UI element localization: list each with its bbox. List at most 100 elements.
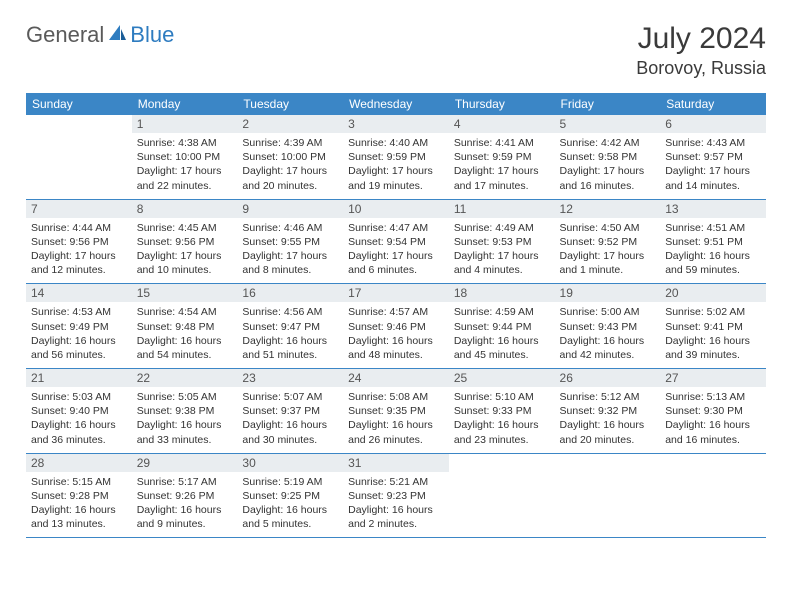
day-line: and 51 minutes.: [242, 348, 338, 362]
day-line: and 8 minutes.: [242, 263, 338, 277]
day-line: Sunrise: 4:44 AM: [31, 221, 127, 235]
day-line: Daylight: 17 hours: [560, 249, 656, 263]
day-body: Sunrise: 5:17 AMSunset: 9:26 PMDaylight:…: [132, 472, 238, 538]
calendar-cell: 24Sunrise: 5:08 AMSunset: 9:35 PMDayligh…: [343, 369, 449, 454]
logo-text-blue: Blue: [130, 22, 174, 48]
day-body: Sunrise: 4:47 AMSunset: 9:54 PMDaylight:…: [343, 218, 449, 284]
day-line: Sunrise: 4:38 AM: [137, 136, 233, 150]
day-number: 30: [237, 454, 343, 472]
calendar-cell: 19Sunrise: 5:00 AMSunset: 9:43 PMDayligh…: [555, 284, 661, 369]
day-line: Sunset: 9:23 PM: [348, 489, 444, 503]
calendar-cell: 22Sunrise: 5:05 AMSunset: 9:38 PMDayligh…: [132, 369, 238, 454]
day-body: Sunrise: 5:03 AMSunset: 9:40 PMDaylight:…: [26, 387, 132, 453]
calendar-cell: [660, 453, 766, 538]
day-line: and 20 minutes.: [560, 433, 656, 447]
day-line: Sunset: 9:46 PM: [348, 320, 444, 334]
day-line: Sunrise: 4:56 AM: [242, 305, 338, 319]
day-line: Daylight: 17 hours: [137, 164, 233, 178]
day-body: Sunrise: 5:19 AMSunset: 9:25 PMDaylight:…: [237, 472, 343, 538]
day-line: Sunrise: 5:10 AM: [454, 390, 550, 404]
day-number: 25: [449, 369, 555, 387]
dow-monday: Monday: [132, 93, 238, 115]
day-line: and 16 minutes.: [665, 433, 761, 447]
day-body: Sunrise: 4:56 AMSunset: 9:47 PMDaylight:…: [237, 302, 343, 368]
dow-tuesday: Tuesday: [237, 93, 343, 115]
calendar-cell: [26, 115, 132, 199]
day-line: Daylight: 17 hours: [348, 164, 444, 178]
calendar-row: 14Sunrise: 4:53 AMSunset: 9:49 PMDayligh…: [26, 284, 766, 369]
dow-friday: Friday: [555, 93, 661, 115]
dow-thursday: Thursday: [449, 93, 555, 115]
day-line: Sunset: 9:59 PM: [454, 150, 550, 164]
day-line: Sunrise: 4:46 AM: [242, 221, 338, 235]
day-body: Sunrise: 4:41 AMSunset: 9:59 PMDaylight:…: [449, 133, 555, 199]
day-line: Daylight: 16 hours: [137, 334, 233, 348]
day-line: and 9 minutes.: [137, 517, 233, 531]
logo-text-general: General: [26, 22, 104, 48]
day-line: Sunset: 10:00 PM: [242, 150, 338, 164]
day-body: [449, 458, 555, 512]
day-line: Sunrise: 4:42 AM: [560, 136, 656, 150]
day-line: and 5 minutes.: [242, 517, 338, 531]
calendar-cell: 31Sunrise: 5:21 AMSunset: 9:23 PMDayligh…: [343, 453, 449, 538]
title-block: July 2024 Borovoy, Russia: [636, 22, 766, 79]
day-line: Sunrise: 5:05 AM: [137, 390, 233, 404]
day-line: Sunrise: 4:40 AM: [348, 136, 444, 150]
day-line: Daylight: 16 hours: [665, 334, 761, 348]
day-line: and 2 minutes.: [348, 517, 444, 531]
calendar-cell: 14Sunrise: 4:53 AMSunset: 9:49 PMDayligh…: [26, 284, 132, 369]
day-number: 1: [132, 115, 238, 133]
day-line: Sunset: 9:55 PM: [242, 235, 338, 249]
day-number: 11: [449, 200, 555, 218]
calendar-cell: 17Sunrise: 4:57 AMSunset: 9:46 PMDayligh…: [343, 284, 449, 369]
day-line: Sunset: 9:26 PM: [137, 489, 233, 503]
day-line: and 36 minutes.: [31, 433, 127, 447]
day-line: Sunset: 9:40 PM: [31, 404, 127, 418]
calendar-row: 7Sunrise: 4:44 AMSunset: 9:56 PMDaylight…: [26, 199, 766, 284]
calendar-cell: 30Sunrise: 5:19 AMSunset: 9:25 PMDayligh…: [237, 453, 343, 538]
day-line: Daylight: 17 hours: [454, 249, 550, 263]
day-line: Sunset: 9:38 PM: [137, 404, 233, 418]
day-line: and 54 minutes.: [137, 348, 233, 362]
day-body: Sunrise: 4:49 AMSunset: 9:53 PMDaylight:…: [449, 218, 555, 284]
calendar-cell: 10Sunrise: 4:47 AMSunset: 9:54 PMDayligh…: [343, 199, 449, 284]
calendar-cell: [555, 453, 661, 538]
day-line: and 33 minutes.: [137, 433, 233, 447]
day-line: and 20 minutes.: [242, 179, 338, 193]
day-line: Sunrise: 5:19 AM: [242, 475, 338, 489]
calendar-cell: 28Sunrise: 5:15 AMSunset: 9:28 PMDayligh…: [26, 453, 132, 538]
day-body: Sunrise: 5:08 AMSunset: 9:35 PMDaylight:…: [343, 387, 449, 453]
day-body: Sunrise: 4:57 AMSunset: 9:46 PMDaylight:…: [343, 302, 449, 368]
day-line: Daylight: 16 hours: [348, 418, 444, 432]
day-line: Daylight: 16 hours: [31, 334, 127, 348]
calendar-cell: 21Sunrise: 5:03 AMSunset: 9:40 PMDayligh…: [26, 369, 132, 454]
calendar-cell: 7Sunrise: 4:44 AMSunset: 9:56 PMDaylight…: [26, 199, 132, 284]
day-line: and 12 minutes.: [31, 263, 127, 277]
day-line: Daylight: 16 hours: [242, 503, 338, 517]
day-line: Sunset: 9:51 PM: [665, 235, 761, 249]
calendar-row: 28Sunrise: 5:15 AMSunset: 9:28 PMDayligh…: [26, 453, 766, 538]
day-body: Sunrise: 4:54 AMSunset: 9:48 PMDaylight:…: [132, 302, 238, 368]
day-number: 5: [555, 115, 661, 133]
day-body: Sunrise: 5:21 AMSunset: 9:23 PMDaylight:…: [343, 472, 449, 538]
day-line: Sunrise: 4:54 AM: [137, 305, 233, 319]
day-body: Sunrise: 4:45 AMSunset: 9:56 PMDaylight:…: [132, 218, 238, 284]
logo: General Blue: [26, 22, 174, 48]
day-number: 19: [555, 284, 661, 302]
calendar-cell: 13Sunrise: 4:51 AMSunset: 9:51 PMDayligh…: [660, 199, 766, 284]
day-number: 2: [237, 115, 343, 133]
logo-sail-icon: [109, 25, 127, 46]
day-line: Sunset: 9:52 PM: [560, 235, 656, 249]
day-line: Sunrise: 5:21 AM: [348, 475, 444, 489]
calendar-cell: 18Sunrise: 4:59 AMSunset: 9:44 PMDayligh…: [449, 284, 555, 369]
day-number: 26: [555, 369, 661, 387]
day-line: and 48 minutes.: [348, 348, 444, 362]
day-line: Sunset: 9:56 PM: [31, 235, 127, 249]
day-number: 31: [343, 454, 449, 472]
day-line: Sunrise: 4:50 AM: [560, 221, 656, 235]
day-number: 21: [26, 369, 132, 387]
day-line: Sunrise: 4:59 AM: [454, 305, 550, 319]
dow-saturday: Saturday: [660, 93, 766, 115]
day-line: Sunrise: 5:02 AM: [665, 305, 761, 319]
day-body: [555, 458, 661, 512]
